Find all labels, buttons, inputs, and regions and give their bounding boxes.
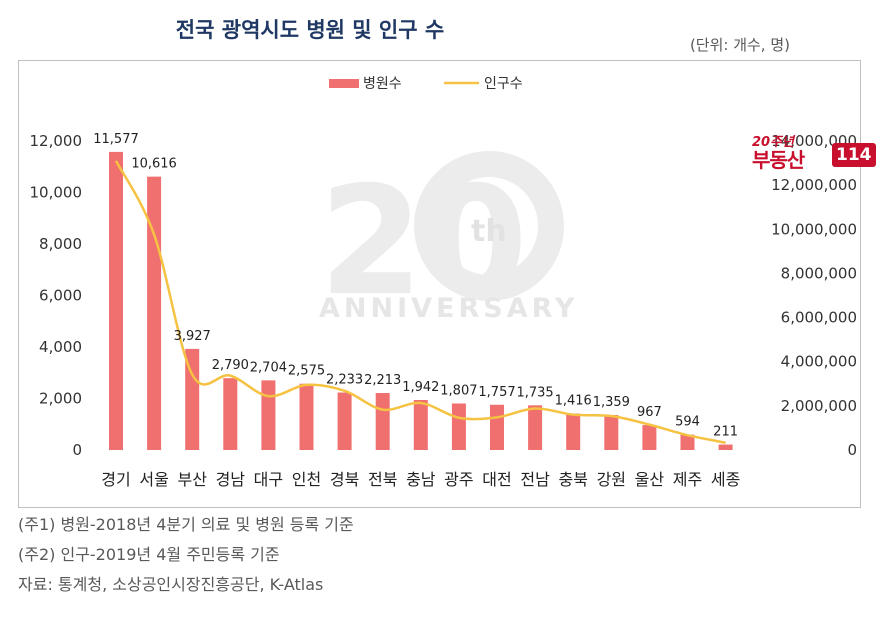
bar-인천 [299,383,314,450]
watermark-word: ANNIVERSARY [319,293,578,324]
legend-bar-swatch [329,79,359,88]
bar-value-label: 1,735 [516,385,553,400]
bar-value-label: 2,213 [364,373,401,388]
bar-서울 [147,176,162,450]
x-axis-label: 광주 [444,470,473,489]
right-axis-tick: 4,000,000 [781,353,857,371]
bar-충북 [566,413,581,450]
bar-value-label: 2,575 [288,364,325,379]
left-axis: 0 2,000 4,000 6,000 8,000 10,000 12,000 [30,132,83,459]
bar-value-label: 1,757 [478,385,515,400]
right-axis-tick: 0 [847,441,857,459]
x-axis-label: 충북 [558,470,587,489]
line-series [114,160,726,444]
left-axis-tick: 10,000 [30,184,83,202]
left-axis-tick: 0 [72,441,82,459]
unit-label: (단위: 개수, 명) [689,36,790,54]
x-axis-label: 강원 [597,470,626,489]
footnote-2: (주2) 인구-2019년 4월 주민등록 기준 [18,545,280,564]
bar-제주 [680,434,695,450]
x-axis-label: 세종 [711,470,740,489]
bar-value-label: 594 [675,415,700,430]
bar-전북 [375,393,390,450]
logo-brand-text: 부동산 [752,148,805,172]
footnote-1: (주1) 병원-2018년 4분기 의료 및 병원 등록 기준 [18,515,354,534]
right-axis-tick: 6,000,000 [781,309,857,327]
chart-title: 전국 광역시도 병원 및 인구 수 [175,18,445,42]
x-axis-labels: 경기 서울 부산 경남 대구 인천 경북 전북 충남 광주 대전 전남 충북 강원 울산 제주 세종 [101,470,740,489]
x-axis-label: 서울 [139,470,168,489]
bar-value-label: 1,416 [555,394,592,409]
footnote-source: 자료: 통계청, 소상공인시장진흥공단, K-Atlas [18,575,324,594]
left-axis-tick: 12,000 [30,132,83,150]
watermark-ring [414,151,564,301]
left-axis-tick: 8,000 [39,235,82,253]
bar-광주 [451,403,466,450]
bar-대구 [261,380,276,450]
x-axis-label: 울산 [635,470,665,489]
bar-value-label: 3,927 [174,329,211,344]
x-axis-label: 부산 [177,470,207,489]
right-axis-tick: 10,000,000 [771,220,857,238]
bar-value-label: 11,577 [93,132,139,147]
x-axis-label: 인천 [292,470,321,489]
bar-전남 [528,405,543,450]
x-axis-label: 제주 [673,470,702,489]
logo-anniversary-text: 20주년 [752,135,795,150]
x-axis-label: 대전 [482,470,511,489]
right-axis: 0 2,000,000 4,000,000 6,000,000 8,000,000 10,… [771,132,857,459]
bar-value-label: 2,233 [326,373,363,388]
x-axis-label: 경기 [101,470,130,489]
bar-value-label: 2,790 [212,358,249,373]
x-axis-label: 대구 [254,470,283,489]
bar-경기 [109,151,123,450]
bar-value-label: 1,942 [402,380,439,395]
logo-number-badge: 114 [832,143,876,167]
left-axis-tick: 2,000 [39,390,82,408]
bar-충남 [413,399,428,450]
x-axis-label: 경남 [216,470,246,489]
bar-경북 [337,392,352,450]
bar-부산 [185,348,200,450]
bar-value-label: 2,704 [250,360,287,375]
legend-bar-label: 병원수 [363,76,402,92]
legend-line-label: 인구수 [484,76,523,92]
left-axis-tick: 6,000 [39,287,82,305]
right-axis-tick: 8,000,000 [781,264,857,282]
right-axis-tick: 12,000,000 [771,176,857,194]
bar-value-label: 967 [637,405,662,420]
x-axis-label: 경북 [330,470,359,489]
bar-울산 [642,425,657,450]
bar-대전 [490,404,504,450]
footnotes: (주1) 병원-2018년 4분기 의료 및 병원 등록 기준 (주2) 인구-… [18,510,354,600]
legend: 병원수 인구수 [329,76,523,92]
bar-value-label: 1,359 [593,395,630,410]
bar-세종 [718,444,733,450]
brand-logo: 20주년 부동산 114 [752,131,876,172]
x-axis-label: 전남 [520,470,550,489]
bar-경남 [223,378,238,450]
left-axis-tick: 4,000 [39,338,82,356]
bar-강원 [604,415,619,450]
right-axis-tick: 2,000,000 [781,397,857,415]
x-axis-label: 전북 [368,470,397,489]
bar-value-label: 211 [713,425,738,440]
bar-value-label: 1,807 [440,383,477,398]
bar-value-label: 10,616 [131,157,177,172]
x-axis-label: 충남 [406,470,436,489]
watermark-suffix: th [471,214,507,249]
